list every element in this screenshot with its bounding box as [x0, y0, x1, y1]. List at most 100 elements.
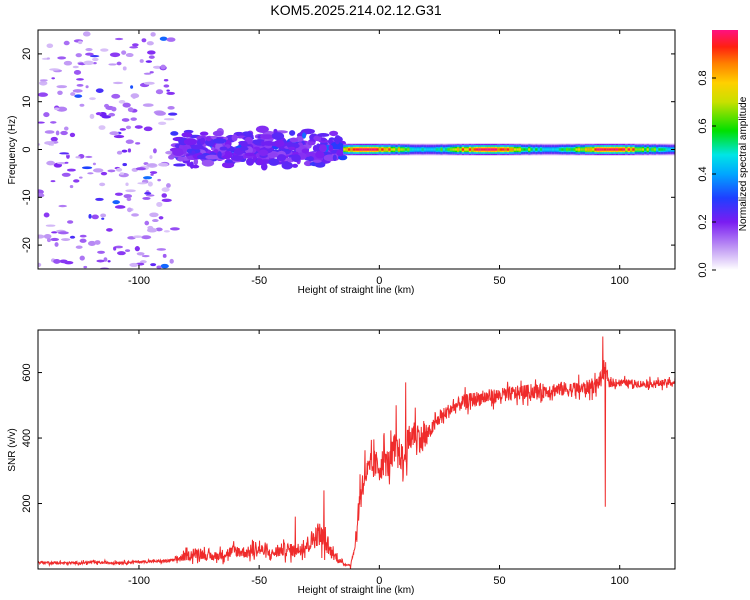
- spectrogram-cell: [238, 140, 248, 145]
- spectrogram-cell: [317, 133, 330, 137]
- spectrogram-cell: [89, 113, 95, 120]
- spectrogram-cell: [79, 176, 83, 179]
- spectrogram-cell: [112, 81, 124, 85]
- spectrogram-cell: [50, 136, 58, 142]
- spectrogram-cell: [122, 66, 127, 71]
- spectrogram-cell: [112, 200, 120, 205]
- spectrogram-cell: [288, 146, 296, 151]
- spectrogram-cell: [109, 131, 119, 136]
- spectrogram-cell: [255, 125, 269, 133]
- spectrogram-cell: [304, 151, 317, 159]
- spectrogram-cell: [490, 148, 493, 151]
- spectrogram-cell: [125, 182, 129, 187]
- spectrogram-cell: [409, 148, 413, 151]
- spectrogram-cell: [99, 182, 106, 187]
- spectrogram-cell: [139, 59, 144, 63]
- spectrogram-cell: [423, 148, 427, 151]
- spectrogram-cell: [328, 144, 334, 152]
- spectrogram-cell: [79, 103, 85, 107]
- spectrogram-cell: [169, 258, 174, 264]
- spectrogram-cell: [113, 134, 125, 139]
- spectrogram-cell: [166, 91, 175, 95]
- spectrogram-cell: [161, 187, 170, 192]
- spectrogram-cell: [85, 85, 89, 89]
- spectrogram-cell: [313, 135, 323, 142]
- spectrogram-cell: [126, 197, 132, 202]
- spectrogram-cell: [130, 117, 137, 121]
- spectrogram-cell: [63, 60, 73, 66]
- spectrogram-cell: [89, 97, 96, 101]
- spectrogram-cell: [75, 53, 82, 58]
- spectrogram-cell: [121, 50, 127, 55]
- spectrogram-cell: [480, 148, 484, 151]
- spectrogram-cell: [618, 148, 621, 151]
- spectrogram-cell: [46, 43, 54, 49]
- spectrogram-cell: [584, 148, 588, 151]
- spectrogram-cell: [56, 85, 68, 89]
- spectrogram-cell: [88, 213, 92, 219]
- spectrogram-cell: [149, 155, 153, 159]
- spectrogram-cell: [447, 148, 451, 151]
- snr-background: [38, 330, 675, 569]
- spectrogram-cell: [137, 182, 148, 185]
- spectrogram-cell: [136, 252, 145, 256]
- spectrogram-cell: [573, 148, 576, 151]
- spectrogram-cell: [81, 166, 93, 170]
- spectrogram-cell: [85, 52, 94, 56]
- spectrogram-cell: [59, 259, 68, 264]
- spectrogram-cell: [72, 89, 83, 93]
- spectrogram-cell: [594, 148, 597, 151]
- spectrogram-cell: [142, 197, 151, 200]
- spectrogram-cell: [554, 148, 557, 151]
- spectrogram-cell: [592, 148, 595, 151]
- spectrogram-cell: [245, 132, 250, 137]
- spectrogram-cell: [79, 234, 87, 238]
- spectrogram-cell: [97, 250, 105, 254]
- spectrogram-x-tick-label: 50: [493, 275, 505, 287]
- spectrogram-cell: [50, 180, 56, 183]
- spectrogram-cell: [92, 168, 104, 173]
- spectrogram-cell: [452, 148, 455, 151]
- spectrogram-cell: [57, 56, 67, 60]
- spectrogram-cell: [63, 126, 69, 131]
- spectrogram-cell: [466, 148, 469, 151]
- spectrogram-cell: [106, 228, 113, 232]
- spectrogram-y-tick-label: 20: [21, 48, 33, 60]
- spectrogram-cell: [118, 100, 126, 104]
- spectrogram-cell: [475, 148, 479, 151]
- spectrogram-cell: [393, 148, 396, 151]
- spectrogram-cell: [150, 173, 154, 176]
- spectrogram-cell: [44, 141, 55, 145]
- spectrogram-cell: [239, 146, 249, 151]
- spectrogram-cell: [383, 148, 387, 151]
- spectrogram-cell: [359, 148, 363, 151]
- spectrogram-cell: [639, 148, 642, 151]
- spectrogram-cell: [92, 162, 96, 166]
- spectrogram-cell: [152, 219, 159, 223]
- spectrogram-cell: [473, 148, 477, 151]
- spectrogram-x-label: Height of straight line (km): [298, 285, 415, 296]
- spectrogram-cell: [75, 156, 81, 159]
- spectrogram-cell: [205, 154, 219, 160]
- spectrogram-cell: [108, 112, 116, 117]
- spectrogram-cell: [38, 92, 49, 97]
- spectrogram-cell: [156, 248, 167, 251]
- spectrogram-cell: [644, 148, 647, 151]
- spectrogram-cell: [135, 167, 146, 171]
- spectrogram-cell: [336, 149, 344, 156]
- spectrogram-cell: [530, 148, 533, 151]
- spectrogram-cell: [121, 118, 130, 122]
- spectrogram-cell: [119, 172, 125, 175]
- spectrogram-cell: [329, 130, 339, 137]
- spectrogram-cell: [111, 93, 121, 99]
- spectrogram-cell: [369, 148, 372, 151]
- spectrogram-cell: [142, 103, 154, 107]
- spectrogram-cell: [177, 156, 184, 162]
- spectrogram-cell: [547, 148, 550, 151]
- spectrogram-cell: [520, 148, 524, 151]
- spectrogram-cell: [160, 263, 169, 269]
- spectrogram-cell: [96, 259, 105, 263]
- spectrogram-cell: [537, 148, 541, 151]
- spectrogram-cell: [134, 125, 143, 129]
- spectrogram-cell: [332, 154, 337, 161]
